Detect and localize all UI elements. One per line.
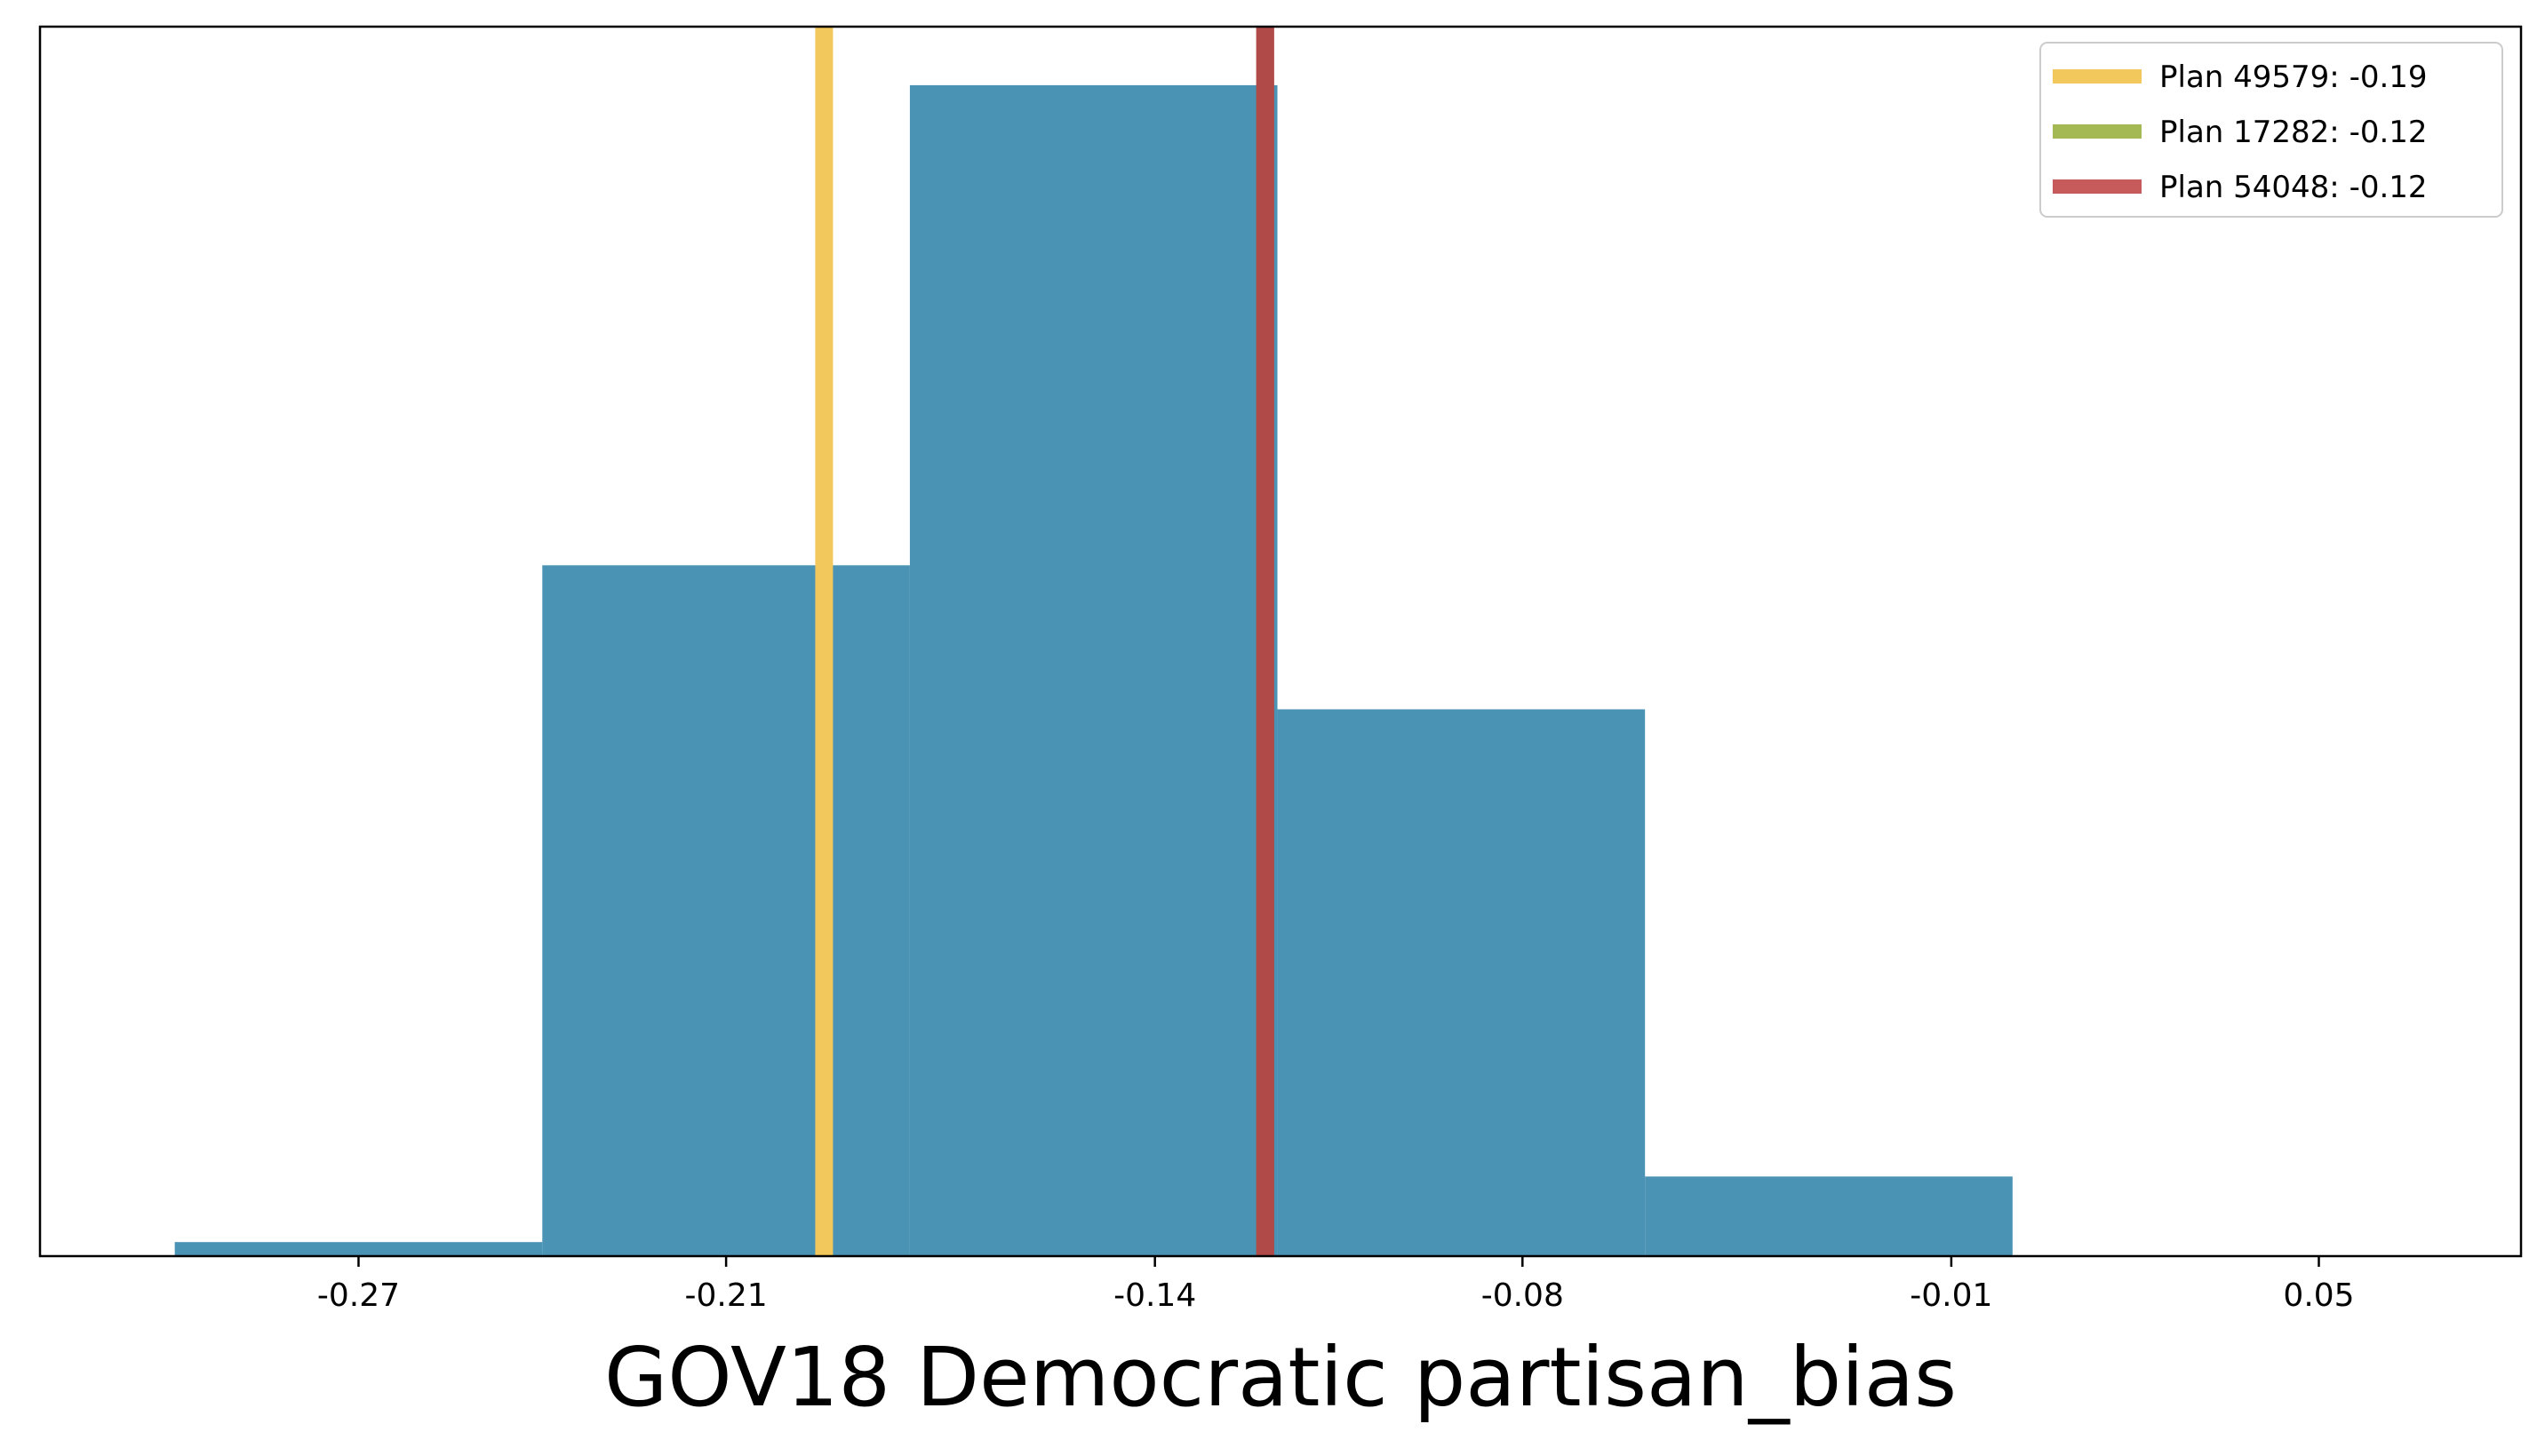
x-axis-label: GOV18 Democratic partisan_bias <box>604 1330 1957 1425</box>
legend-box <box>2039 42 2503 218</box>
legend-label: Plan 49579: -0.19 <box>2159 60 2428 95</box>
histogram-bars <box>174 84 2013 1256</box>
reference-lines <box>815 27 1274 1256</box>
legend-items: Plan 49579: -0.19 Plan 17282: -0.12 Plan 5… <box>2053 60 2428 205</box>
x-tick-label: 0.05 <box>2283 1277 2354 1314</box>
plot-frame <box>38 25 2523 1258</box>
x-tick-label: -0.21 <box>685 1277 768 1314</box>
histogram-bar <box>909 84 1278 1256</box>
x-tick-label: -0.27 <box>317 1277 400 1314</box>
legend: Plan 49579: -0.19 Plan 17282: -0.12 Plan 5… <box>2039 42 2503 218</box>
histogram-bar <box>1277 709 1646 1256</box>
histogram-bar <box>542 565 910 1256</box>
legend-label: Plan 54048: -0.12 <box>2159 170 2428 205</box>
x-tick-label: -0.08 <box>1481 1277 1564 1314</box>
legend-label: Plan 17282: -0.12 <box>2159 115 2428 150</box>
x-tick-label: -0.01 <box>1910 1277 1992 1314</box>
x-axis-ticks: -0.27 -0.21 -0.14 -0.08 -0.01 0.05 <box>317 1256 2355 1314</box>
histogram-bar <box>174 1242 543 1256</box>
histogram-bar <box>1645 1176 2013 1256</box>
x-tick-label: -0.14 <box>1113 1277 1196 1314</box>
